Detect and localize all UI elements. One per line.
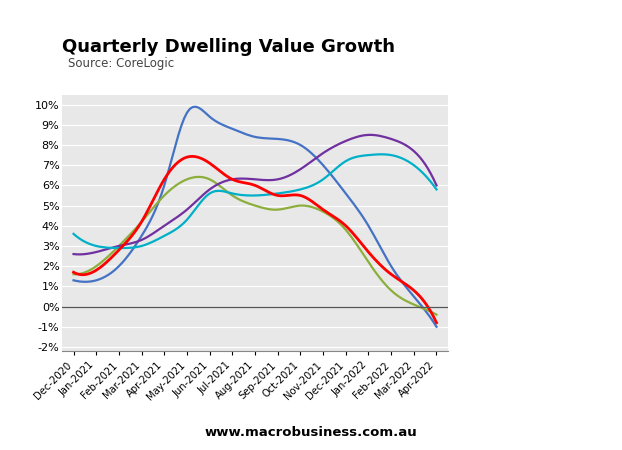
Melbourne: [195, 174, 202, 180]
Brisbane: [288, 171, 295, 177]
Brisbane: [359, 133, 366, 138]
5-City Aggregate: [262, 188, 270, 194]
Sydney: [288, 139, 295, 144]
Line: 5-City Aggregate: 5-City Aggregate: [73, 157, 437, 323]
Brisbane: [262, 177, 270, 183]
Text: BUSINESS: BUSINESS: [501, 72, 570, 85]
Sydney: [87, 279, 95, 284]
5-City Aggregate: [189, 154, 197, 159]
Sydney: [192, 104, 199, 109]
Adelaide: [433, 187, 440, 192]
5-City Aggregate: [433, 320, 440, 325]
Adelaide: [118, 245, 126, 251]
Sydney: [359, 214, 366, 220]
Sydney: [433, 324, 440, 329]
Melbourne: [288, 204, 295, 210]
Line: Melbourne: Melbourne: [73, 177, 437, 315]
5-City Aggregate: [70, 270, 77, 275]
Brisbane: [172, 216, 179, 221]
Melbourne: [87, 267, 95, 272]
Adelaide: [393, 154, 401, 159]
Adelaide: [359, 153, 366, 158]
Text: Source: CoreLogic: Source: CoreLogic: [68, 57, 175, 70]
Adelaide: [87, 242, 95, 247]
Melbourne: [70, 271, 77, 277]
5-City Aggregate: [288, 192, 295, 198]
Brisbane: [368, 132, 375, 138]
Brisbane: [90, 250, 97, 256]
Adelaide: [172, 227, 179, 232]
Brisbane: [393, 138, 401, 144]
Melbourne: [433, 312, 440, 317]
Text: Quarterly Dwelling Value Growth: Quarterly Dwelling Value Growth: [62, 38, 395, 56]
5-City Aggregate: [87, 270, 95, 276]
Line: Sydney: Sydney: [73, 107, 437, 327]
Sydney: [390, 268, 397, 273]
5-City Aggregate: [390, 274, 397, 279]
Sydney: [70, 278, 77, 283]
Sydney: [262, 135, 270, 141]
Adelaide: [379, 152, 386, 157]
Sydney: [169, 152, 177, 158]
Melbourne: [169, 185, 177, 190]
5-City Aggregate: [359, 243, 366, 248]
Brisbane: [70, 252, 77, 257]
Text: MACRO: MACRO: [499, 38, 571, 56]
Text: www.macrobusiness.com.au: www.macrobusiness.com.au: [205, 427, 417, 440]
Adelaide: [70, 231, 77, 237]
Brisbane: [433, 183, 440, 188]
Line: Adelaide: Adelaide: [73, 154, 437, 248]
Melbourne: [262, 206, 270, 211]
5-City Aggregate: [169, 165, 177, 170]
Melbourne: [390, 290, 397, 296]
Melbourne: [359, 251, 366, 256]
Adelaide: [262, 192, 270, 198]
Brisbane: [75, 252, 83, 257]
Line: Brisbane: Brisbane: [73, 135, 437, 254]
Adelaide: [288, 189, 295, 194]
